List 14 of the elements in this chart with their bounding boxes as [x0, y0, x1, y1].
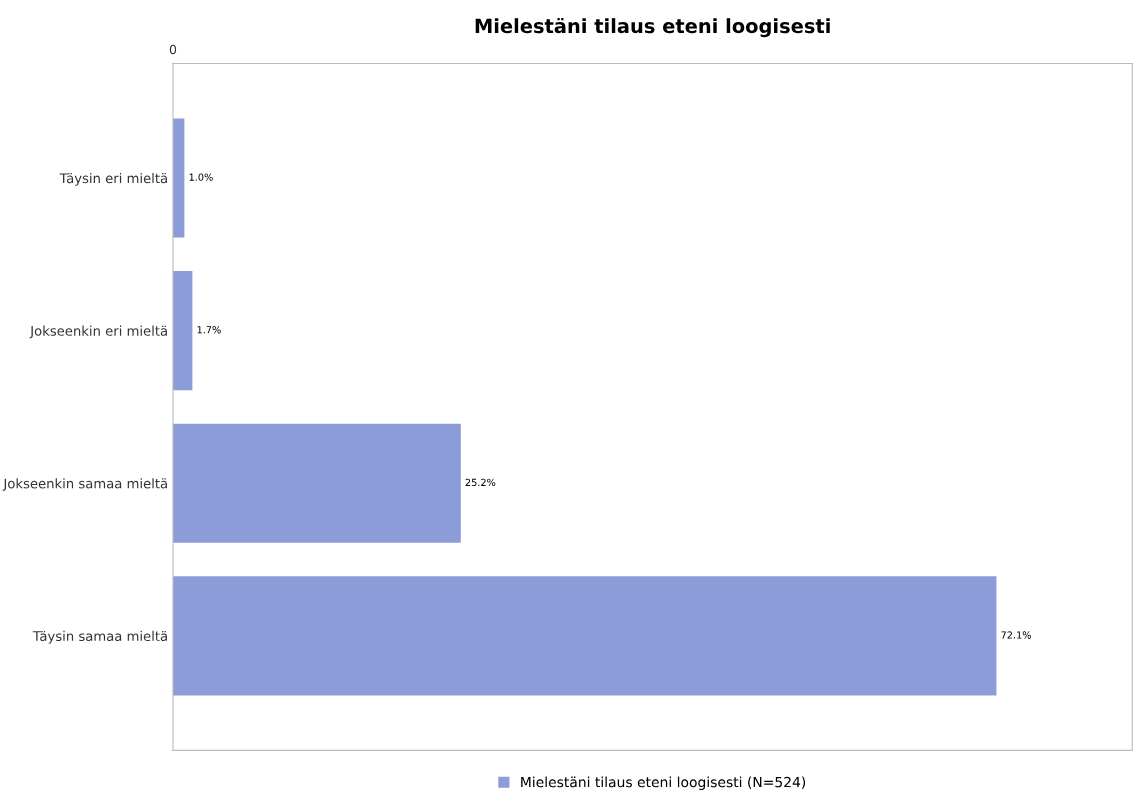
y-tick-label: Täysin samaa mieltä: [32, 630, 167, 644]
data-label: 1.0%: [189, 173, 213, 181]
bar: [172, 423, 461, 543]
y-tick-label: Jokseenkin eri mieltä: [29, 325, 167, 339]
legend-label: Mielestäni tilaus eteni loogisesti (N=524): [521, 776, 806, 791]
y-tick-label: Täysin eri mieltä: [59, 172, 167, 186]
y-tick-label: Jokseenkin samaa mieltä: [2, 478, 167, 491]
bar: [172, 271, 193, 391]
chart-title: Mielestäni tilaus eteni loogisesti: [475, 17, 830, 38]
data-label: 1.7%: [197, 326, 221, 334]
bar: [172, 576, 997, 696]
text: 0: [169, 44, 177, 55]
data-label: 72.1%: [1001, 631, 1031, 639]
data-label: 25.2%: [465, 478, 496, 487]
